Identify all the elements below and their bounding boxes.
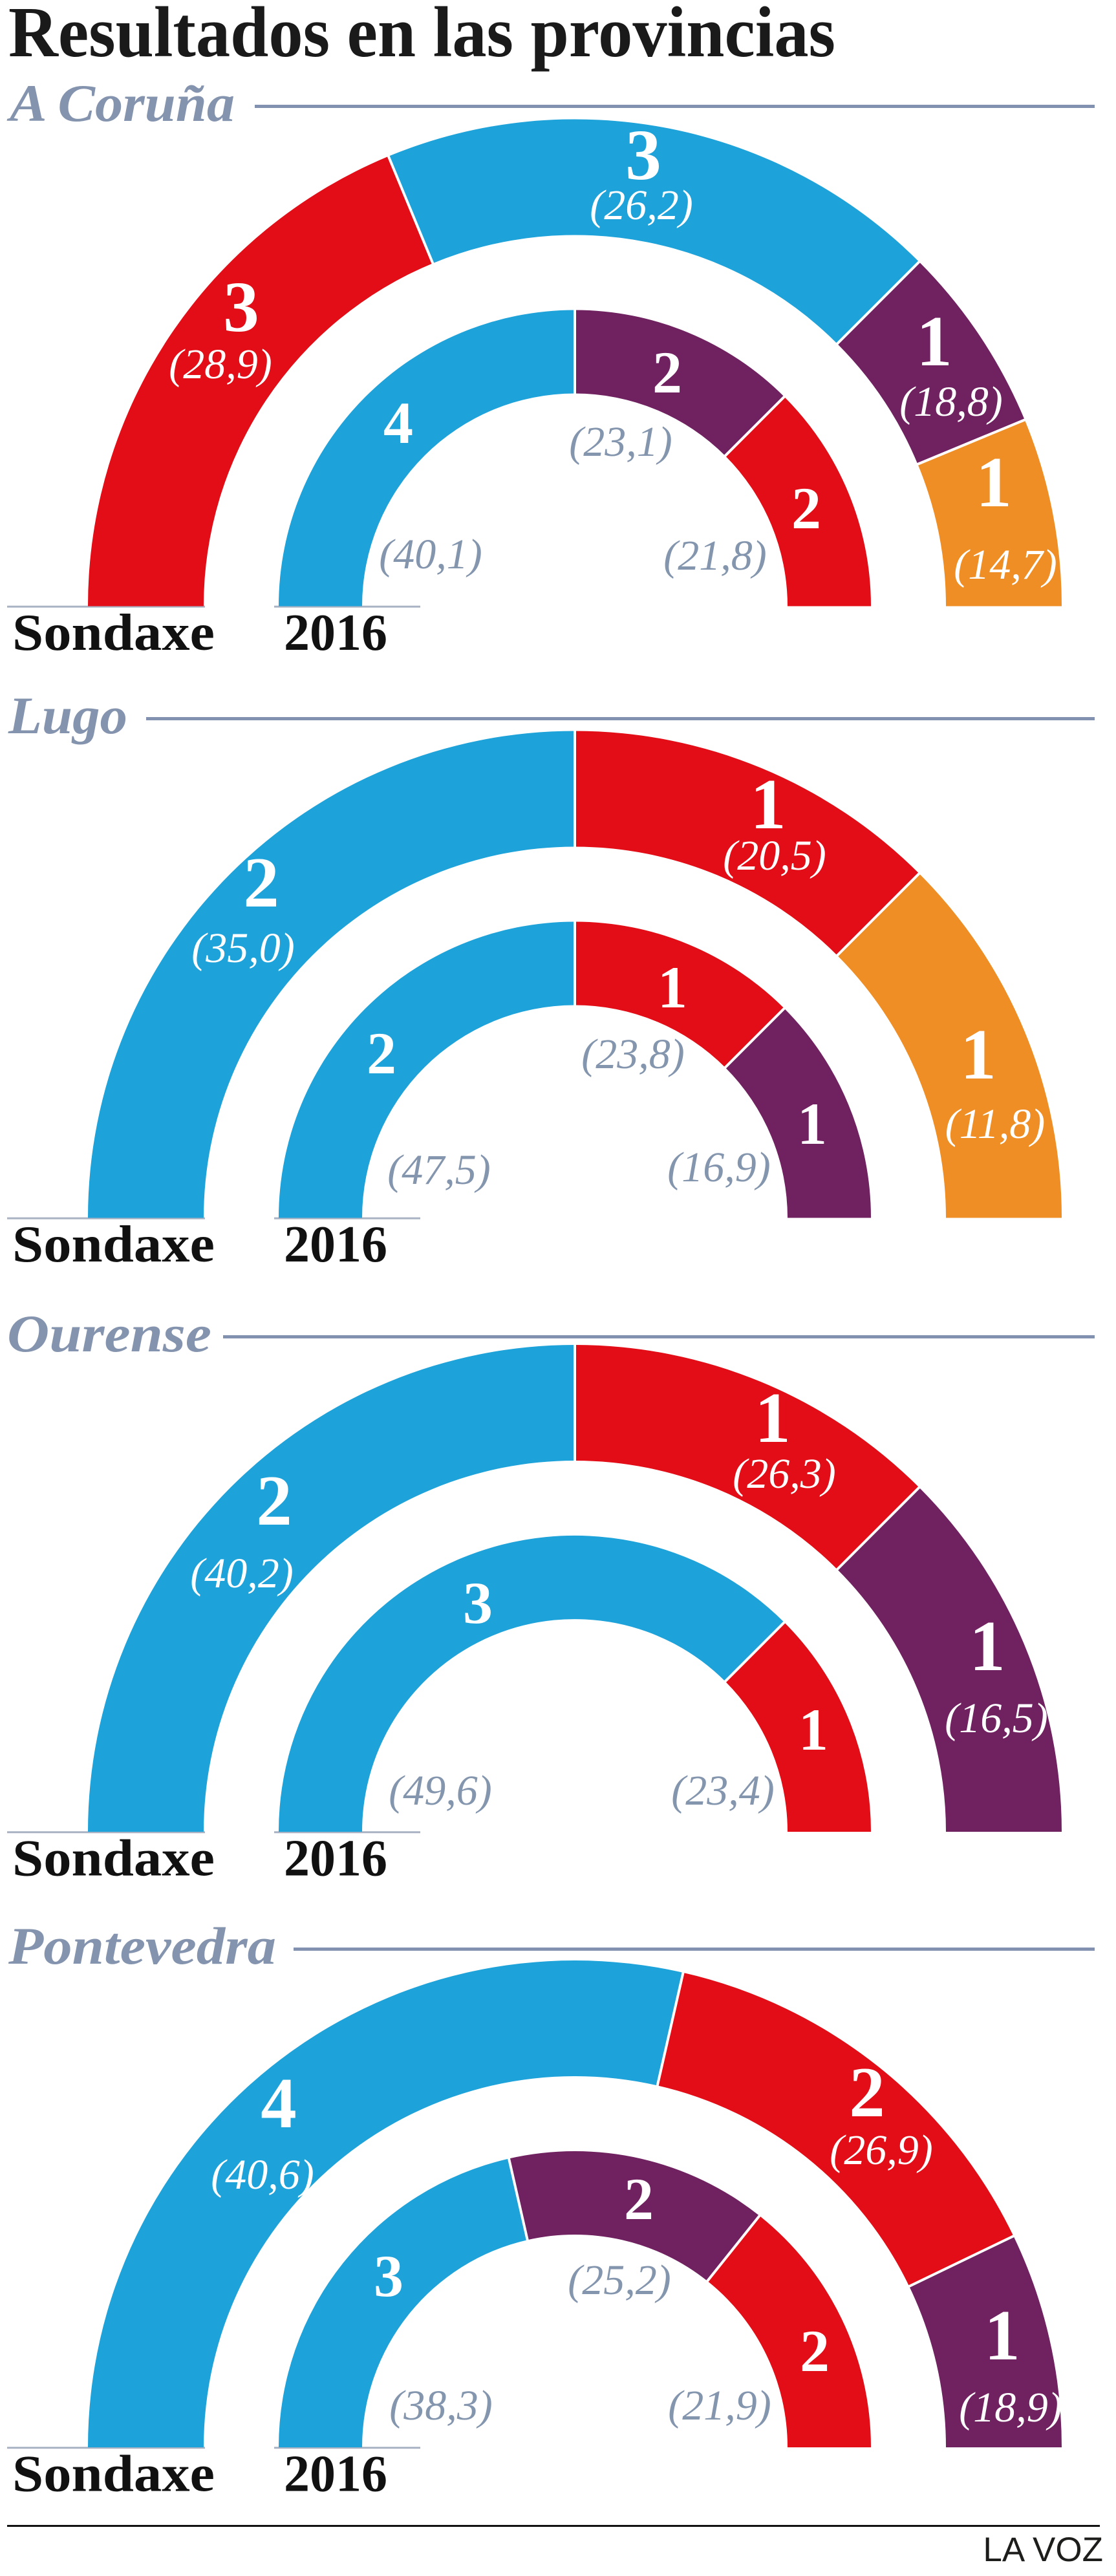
svg-text:3: 3 bbox=[463, 1570, 493, 1636]
svg-text:(18,9): (18,9) bbox=[959, 2384, 1062, 2431]
svg-text:(28,9): (28,9) bbox=[169, 341, 272, 388]
svg-text:1: 1 bbox=[799, 1697, 828, 1763]
svg-text:2: 2 bbox=[849, 2053, 885, 2132]
svg-text:LA VOZ: LA VOZ bbox=[983, 2531, 1103, 2569]
svg-text:4: 4 bbox=[383, 390, 413, 456]
svg-text:2016: 2016 bbox=[284, 1830, 387, 1887]
svg-text:(26,3): (26,3) bbox=[733, 1450, 835, 1497]
svg-text:1: 1 bbox=[976, 443, 1012, 522]
svg-text:1: 1 bbox=[969, 1607, 1005, 1686]
svg-text:(38,3): (38,3) bbox=[389, 2382, 492, 2429]
svg-text:(14,7): (14,7) bbox=[954, 541, 1057, 588]
svg-text:2016: 2016 bbox=[284, 2446, 387, 2503]
svg-text:2: 2 bbox=[791, 475, 821, 541]
svg-text:(16,5): (16,5) bbox=[945, 1695, 1047, 1742]
svg-text:1: 1 bbox=[750, 765, 786, 844]
svg-text:(26,9): (26,9) bbox=[830, 2127, 932, 2174]
svg-text:3: 3 bbox=[625, 116, 661, 195]
svg-text:(40,6): (40,6) bbox=[211, 2151, 314, 2198]
svg-text:(49,6): (49,6) bbox=[389, 1767, 491, 1814]
svg-text:(16,9): (16,9) bbox=[667, 1144, 770, 1191]
svg-text:1: 1 bbox=[916, 302, 952, 381]
svg-text:Pontevedra: Pontevedra bbox=[8, 1916, 276, 1975]
svg-text:1: 1 bbox=[755, 1379, 791, 1458]
svg-text:1: 1 bbox=[797, 1091, 827, 1157]
svg-text:(35,0): (35,0) bbox=[191, 925, 294, 972]
svg-text:Sondaxe: Sondaxe bbox=[12, 2446, 215, 2503]
svg-text:(20,5): (20,5) bbox=[723, 832, 826, 879]
svg-text:(25,2): (25,2) bbox=[568, 2257, 671, 2304]
svg-text:1: 1 bbox=[960, 1015, 996, 1095]
svg-text:2: 2 bbox=[800, 2318, 830, 2384]
svg-text:2016: 2016 bbox=[284, 1216, 387, 1273]
svg-text:Sondaxe: Sondaxe bbox=[12, 1830, 215, 1887]
svg-text:1: 1 bbox=[658, 954, 687, 1020]
svg-text:(23,8): (23,8) bbox=[581, 1031, 684, 1078]
svg-text:(23,4): (23,4) bbox=[671, 1767, 774, 1814]
svg-text:(47,5): (47,5) bbox=[387, 1146, 490, 1194]
svg-text:3: 3 bbox=[374, 2243, 403, 2309]
svg-text:(40,2): (40,2) bbox=[190, 1550, 293, 1597]
svg-text:2: 2 bbox=[256, 1461, 292, 1541]
svg-text:Lugo: Lugo bbox=[8, 686, 127, 745]
svg-text:(21,8): (21,8) bbox=[663, 532, 766, 579]
svg-text:A Coruña: A Coruña bbox=[6, 74, 235, 133]
svg-text:(21,9): (21,9) bbox=[668, 2382, 771, 2429]
svg-text:Sondaxe: Sondaxe bbox=[12, 605, 215, 661]
svg-text:2: 2 bbox=[243, 843, 279, 923]
svg-text:(40,1): (40,1) bbox=[379, 531, 482, 578]
svg-text:Sondaxe: Sondaxe bbox=[12, 1216, 215, 1273]
svg-text:Ourense: Ourense bbox=[7, 1304, 211, 1363]
svg-text:(11,8): (11,8) bbox=[945, 1100, 1046, 1148]
svg-text:(23,1): (23,1) bbox=[569, 418, 672, 466]
svg-text:2016: 2016 bbox=[284, 605, 387, 661]
svg-text:2: 2 bbox=[624, 2166, 654, 2232]
svg-text:(26,2): (26,2) bbox=[590, 182, 692, 229]
svg-text:4: 4 bbox=[261, 2064, 297, 2143]
svg-text:2: 2 bbox=[367, 1020, 396, 1086]
svg-text:2: 2 bbox=[652, 339, 682, 405]
svg-text:1: 1 bbox=[984, 2296, 1020, 2376]
svg-text:Resultados en las provincias: Resultados en las provincias bbox=[8, 0, 835, 72]
svg-text:(18,8): (18,8) bbox=[899, 378, 1002, 425]
svg-text:3: 3 bbox=[223, 268, 259, 347]
